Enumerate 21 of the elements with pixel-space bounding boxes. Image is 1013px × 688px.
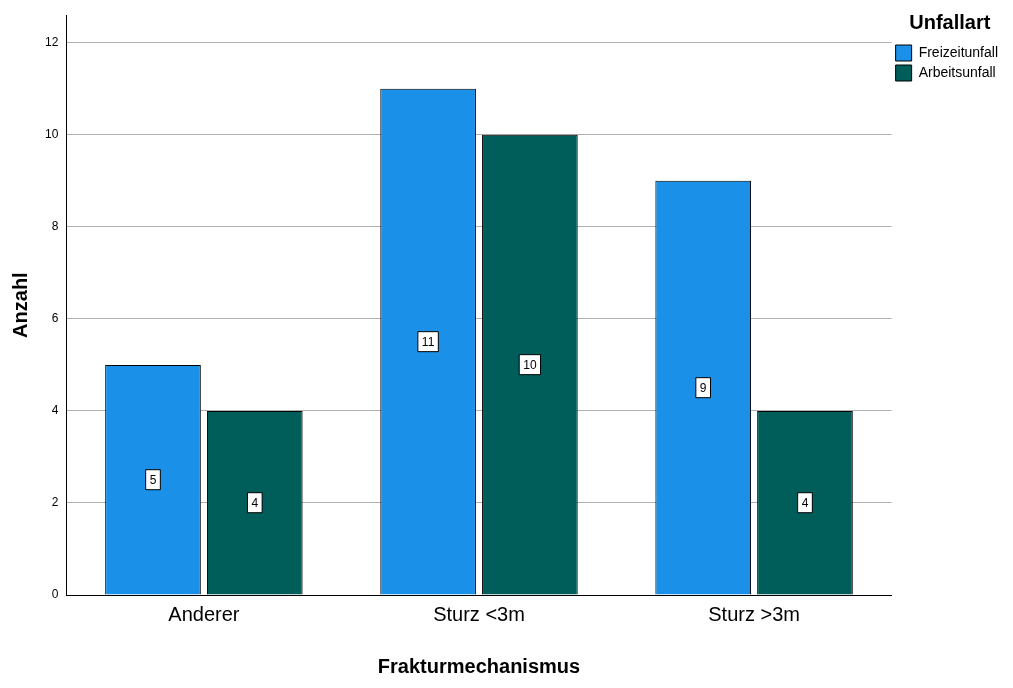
data-label: 4 (801, 496, 809, 511)
data-label: 5 (149, 473, 157, 488)
x-tick-label: Sturz >3m (708, 602, 800, 625)
y-tick-label: 4 (51, 403, 59, 418)
y-tick-label: 12 (44, 35, 59, 50)
data-label: 4 (251, 496, 259, 511)
data-label: 11 (421, 334, 435, 349)
y-axis-title: Anzahl (8, 272, 31, 338)
y-tick-label: 2 (51, 495, 59, 510)
x-axis-title: Frakturmechanismus (377, 654, 581, 677)
x-tick-label: Sturz <3m (433, 602, 525, 625)
legend-label: Arbeitsunfall (918, 63, 996, 80)
y-tick-label: 0 (51, 587, 59, 602)
data-label: 10 (523, 357, 537, 372)
legend-title: Unfallart (909, 10, 991, 33)
data-label: 9 (699, 380, 707, 395)
legend-label: Freizeitunfall (918, 43, 999, 60)
x-tick-label: Anderer (168, 602, 240, 625)
y-tick-label: 8 (51, 219, 59, 234)
y-tick-label: 10 (44, 127, 59, 142)
y-tick-label: 6 (51, 311, 59, 326)
